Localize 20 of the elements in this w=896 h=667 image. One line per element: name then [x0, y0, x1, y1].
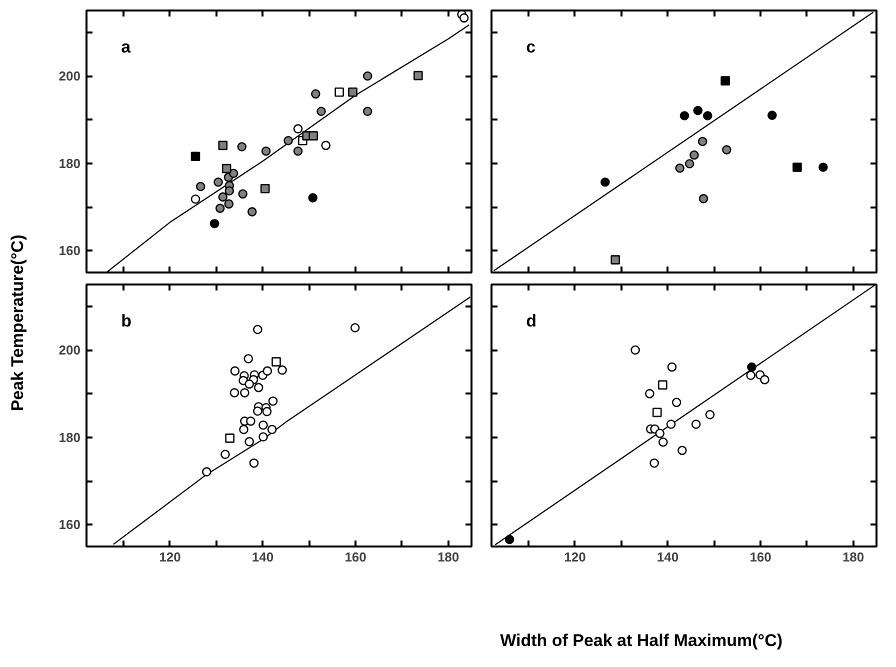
x-tick-label: 140	[252, 550, 274, 564]
x-tick-label: 160	[344, 550, 366, 564]
annotation: a	[121, 38, 132, 57]
x-tick-label: 120	[159, 550, 181, 564]
y-tick-label: 180	[58, 156, 81, 171]
y-tick-label: 160	[58, 517, 81, 532]
x-tick-label: 160	[750, 550, 772, 564]
x-axis-title: Width of Peak at Half Maximum(°C)	[500, 631, 783, 650]
x-tick-label: 140	[656, 550, 679, 564]
annotation: b	[121, 312, 132, 331]
y-tick-label: 180	[58, 430, 81, 445]
x-tick-label: 180	[437, 550, 460, 564]
y-tick-label: 200	[58, 68, 81, 84]
x-tick-label: 120	[564, 550, 586, 564]
x-tick-label: 180	[842, 550, 864, 564]
annotation: c	[526, 38, 536, 57]
y-axis-title: Peak Temperature(°C)	[8, 234, 27, 412]
annotation: d	[526, 312, 537, 331]
y-tick-label: 200	[58, 342, 81, 358]
y-tick-label: 160	[58, 243, 81, 258]
